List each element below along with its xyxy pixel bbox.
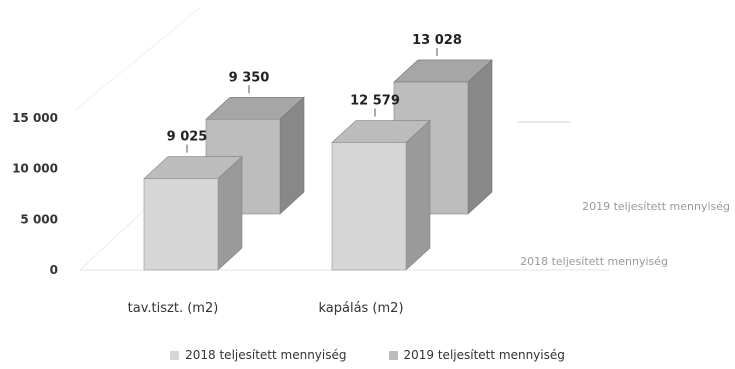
legend-label-2019: 2019 teljesített mennyiség xyxy=(403,348,565,362)
depth-axis-label-2018: 2018 teljesített mennyiség xyxy=(520,255,668,268)
bar-2018-cat1 xyxy=(331,142,407,271)
category-label: tav.tiszt. (m2) xyxy=(128,301,219,316)
data-label-2018-cat1: 12 579 xyxy=(350,94,400,109)
legend-swatch-2019 xyxy=(388,350,398,360)
data-label-2018-cat0: 9 025 xyxy=(167,130,208,145)
legend-swatch-2018 xyxy=(170,350,180,360)
depth-axis-label-2019: 2019 teljesített mennyiség xyxy=(582,200,730,213)
legend-item-2019: 2019 teljesített mennyiség xyxy=(388,346,565,364)
bar-2019-cat1-side xyxy=(467,59,493,215)
y-tick-label: 0 xyxy=(50,263,58,277)
y-tick-label: 15 000 xyxy=(12,111,58,125)
chart-legend: 2018 teljesített mennyiség 2019 teljesít… xyxy=(0,346,735,364)
data-label-2019-cat1: 13 028 xyxy=(412,33,462,48)
bar-2018-cat1-side xyxy=(405,119,431,271)
chart-svg: 0 5 000 10 000 15 000 2018 teljesített menny… xyxy=(12,7,730,316)
y-tick-label: 10 000 xyxy=(12,162,58,176)
data-label-2019-cat0: 9 350 xyxy=(229,70,270,85)
legend-item-2018: 2018 teljesített mennyiség xyxy=(170,346,347,364)
legend-label-2018: 2018 teljesített mennyiség xyxy=(185,348,347,362)
y-tick-label: 5 000 xyxy=(20,212,58,226)
category-label: kapálás (m2) xyxy=(318,301,403,316)
grid-line-top xyxy=(74,7,201,111)
bar-2018-cat0 xyxy=(143,178,219,271)
